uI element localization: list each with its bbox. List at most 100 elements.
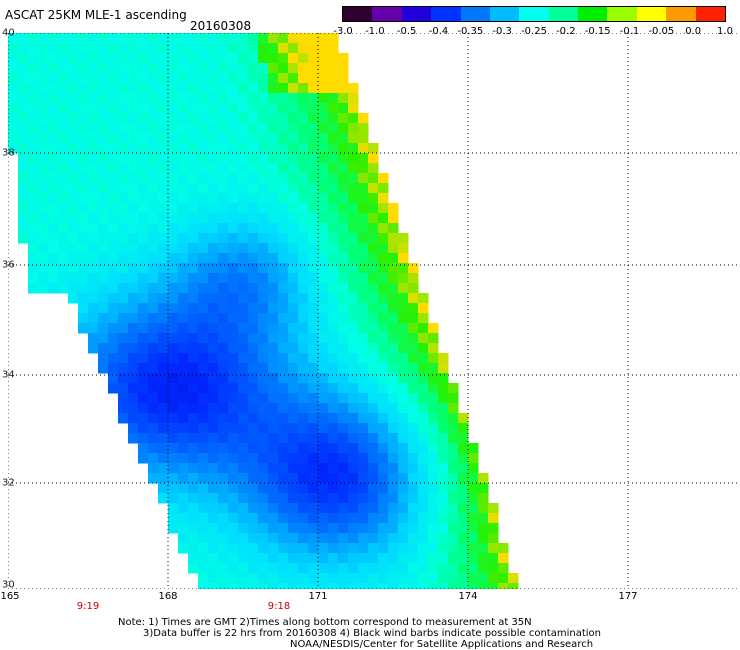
swath-cell: [178, 423, 189, 434]
swath-cell: [418, 313, 429, 324]
swath-cell: [78, 153, 89, 164]
swath-cell: [158, 463, 169, 474]
swath-cell: [328, 343, 339, 354]
swath-cell: [388, 483, 399, 494]
swath-cell: [248, 443, 259, 454]
swath-cell: [198, 173, 209, 184]
swath-cell: [338, 283, 349, 294]
swath-cell: [158, 153, 169, 164]
swath-cell: [368, 443, 379, 454]
swath-cell: [288, 203, 299, 214]
swath-cell: [368, 233, 379, 244]
swath-cell: [138, 413, 149, 424]
swath-cell: [168, 183, 179, 194]
swath-cell: [398, 353, 409, 364]
swath-cell: [38, 93, 49, 104]
swath-cell: [188, 423, 199, 434]
swath-cell: [218, 373, 229, 384]
swath-cell: [128, 133, 139, 144]
swath-cell: [188, 313, 199, 324]
swath-cell: [358, 113, 369, 124]
swath-cell: [218, 423, 229, 434]
swath-cell: [398, 453, 409, 464]
swath-cell: [88, 223, 99, 234]
color-scale-tick-label: -0.05: [648, 26, 675, 37]
swath-cell: [378, 573, 389, 584]
swath-cell: [138, 433, 149, 444]
swath-cell: [118, 313, 129, 324]
swath-cell: [328, 103, 339, 114]
swath-cell: [398, 413, 409, 424]
swath-cell: [428, 583, 439, 589]
graticule: [8, 33, 740, 589]
swath-cell: [398, 373, 409, 384]
swath-cell: [168, 393, 179, 404]
swath-cell: [348, 453, 359, 464]
swath-cell: [78, 143, 89, 154]
swath-cell: [48, 213, 59, 224]
swath-cell: [318, 173, 329, 184]
swath-cell: [198, 503, 209, 514]
swath-cell: [248, 183, 259, 194]
swath-cell: [158, 373, 169, 384]
swath-cell: [158, 183, 169, 194]
color-scale-tick-label: 1.0: [717, 26, 733, 37]
swath-cell: [18, 113, 29, 124]
swath-cell: [168, 443, 179, 454]
swath-cell: [268, 363, 279, 374]
swath-cell: [268, 553, 279, 564]
swath-cell: [258, 403, 269, 414]
swath-cell: [368, 263, 379, 274]
swath-cell: [118, 323, 129, 334]
swath-cell: [238, 53, 249, 64]
swath-cell: [318, 113, 329, 124]
swath-cell: [298, 153, 309, 164]
swath-cell: [408, 553, 419, 564]
swath-cell: [28, 213, 39, 224]
swath-cell: [438, 353, 449, 364]
swath-cell: [268, 333, 279, 344]
swath-cell: [118, 153, 129, 164]
color-scale-segment: [460, 7, 491, 21]
swath-cell: [398, 543, 409, 554]
swath-cell: [178, 203, 189, 214]
swath-cell: [48, 273, 59, 284]
swath-cell: [178, 293, 189, 304]
swath-cell: [438, 383, 449, 394]
swath-cell: [208, 213, 219, 224]
swath-cell: [358, 413, 369, 424]
swath-cell: [218, 433, 229, 444]
swath-cell: [208, 413, 219, 424]
swath-cell: [418, 503, 429, 514]
swath-cell: [328, 133, 339, 144]
swath-cell: [298, 193, 309, 204]
swath-cell: [128, 33, 139, 44]
swath-cell: [388, 303, 399, 314]
swath-cell: [268, 163, 279, 174]
swath-cell: [328, 493, 339, 504]
swath-cell: [488, 543, 499, 554]
swath-cell: [188, 453, 199, 464]
swath-cell: [368, 243, 379, 254]
swath-cell: [228, 113, 239, 124]
swath-cell: [38, 243, 49, 254]
swath-cell: [98, 113, 109, 124]
swath-cell: [318, 73, 329, 84]
swath-cell: [48, 33, 59, 44]
swath-cell: [338, 273, 349, 284]
swath-cell: [228, 413, 239, 424]
swath-cell: [178, 363, 189, 374]
swath-cell: [208, 293, 219, 304]
swath-cell: [308, 343, 319, 354]
swath-cell: [318, 213, 329, 224]
swath-cell: [48, 283, 59, 294]
swath-cell: [68, 103, 79, 114]
swath-cell: [458, 573, 469, 584]
swath-cell: [18, 233, 29, 244]
swath-cell: [208, 223, 219, 234]
swath-cell: [128, 103, 139, 114]
swath-cell: [288, 403, 299, 414]
swath-cell: [208, 83, 219, 94]
swath-cell: [178, 473, 189, 484]
swath-cell: [198, 283, 209, 294]
